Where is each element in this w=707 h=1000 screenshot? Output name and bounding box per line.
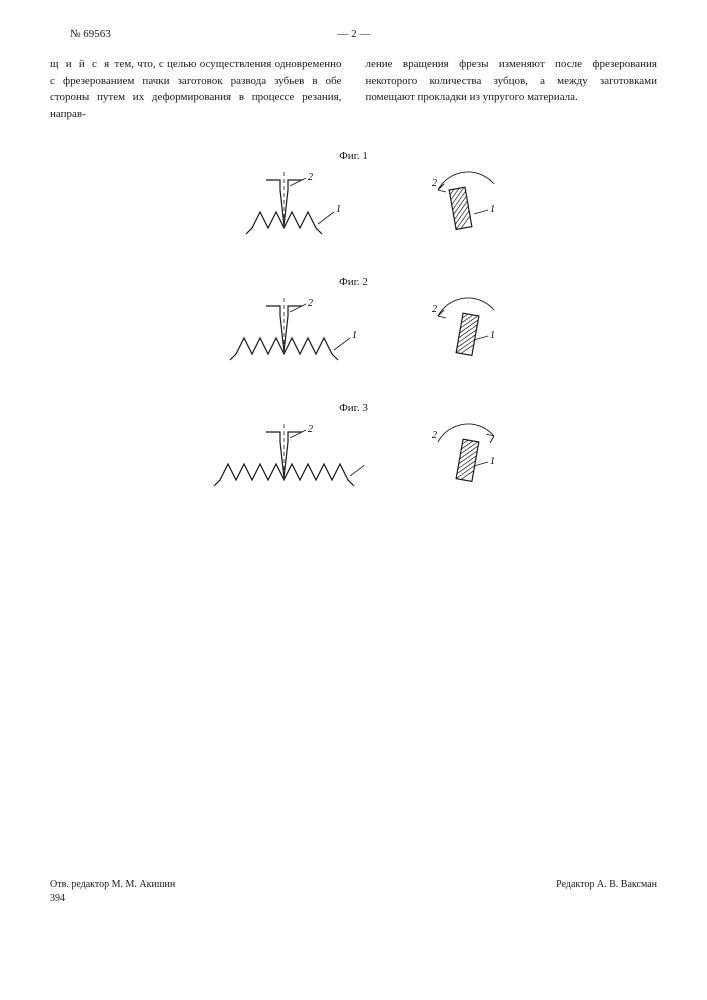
editor: Редактор А. В. Ваксман: [556, 879, 657, 890]
figure-row: 2 1 2 1: [204, 294, 504, 384]
responsible-editor: Отв. редактор М. М. Акишин: [50, 879, 175, 890]
svg-text:1: 1: [490, 456, 495, 467]
figure-label: Фиг. 2: [204, 276, 504, 288]
figure-block: Фиг. 2 2 1 2 1: [204, 276, 504, 384]
col2-text: ление вращения фрезы изменяют после фрез…: [366, 58, 658, 103]
figure-right-svg: 2 1: [414, 168, 504, 258]
svg-text:1: 1: [490, 204, 495, 215]
lead-word: щ и й с я: [50, 58, 111, 70]
footer-number: 394: [50, 893, 65, 904]
page-number: — 2 —: [337, 28, 370, 40]
figure-row: 2 1 2 1: [204, 168, 504, 258]
figure-block: Фиг. 3 2 1 2 1: [204, 402, 504, 510]
figure-block: Фиг. 1 2 1 2 1: [204, 150, 504, 258]
svg-text:2: 2: [432, 304, 437, 315]
document-number: № 69563: [70, 28, 111, 40]
figures-container: Фиг. 1 2 1 2 1 Фиг. 2 2 1 2: [50, 150, 657, 510]
figure-label: Фиг. 3: [204, 402, 504, 414]
figure-left-svg: 2 1: [204, 168, 364, 258]
svg-text:2: 2: [432, 430, 437, 441]
svg-text:2: 2: [308, 172, 313, 183]
page: № 69563 — 2 — щ и й с я тем, что, с цель…: [0, 0, 707, 1000]
figure-right-svg: 2 1: [414, 294, 504, 384]
figure-right-svg: 2 1: [414, 420, 504, 510]
figure-row: 2 1 2 1: [204, 420, 504, 510]
svg-text:2: 2: [308, 424, 313, 435]
figure-left-svg: 2 1: [204, 294, 364, 384]
body-text: щ и й с я тем, что, с целью осуществлени…: [50, 56, 657, 122]
svg-text:1: 1: [336, 204, 341, 215]
figure-label: Фиг. 1: [204, 150, 504, 162]
page-header: № 69563 — 2 —: [50, 28, 657, 40]
svg-text:2: 2: [308, 298, 313, 309]
figure-left-svg: 2 1: [204, 420, 364, 510]
svg-text:2: 2: [432, 178, 437, 189]
column-left: щ и й с я тем, что, с целью осуществлени…: [50, 56, 342, 122]
footer: Отв. редактор М. М. Акишин Редактор А. В…: [50, 879, 657, 890]
svg-text:1: 1: [352, 330, 357, 341]
svg-text:1: 1: [490, 330, 495, 341]
column-right: ление вращения фрезы изменяют после фрез…: [366, 56, 658, 122]
